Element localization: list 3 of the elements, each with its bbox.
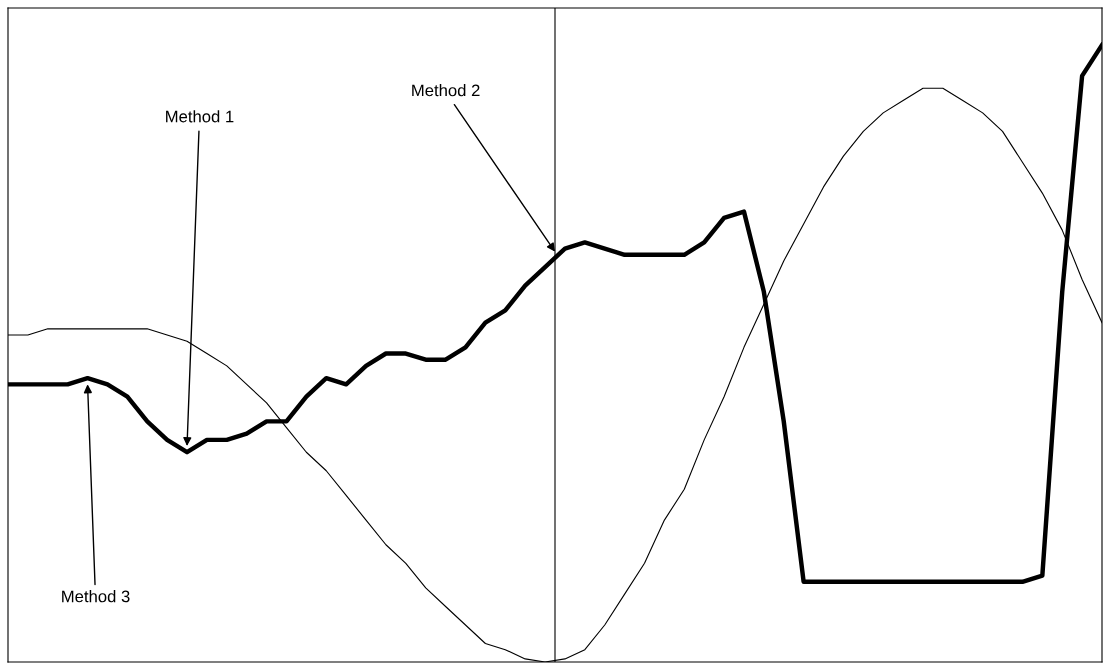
annotation: Method 1 (166, 110, 234, 123)
annotation: Method 3 (62, 590, 130, 603)
annotation: Method 2 (412, 84, 480, 97)
